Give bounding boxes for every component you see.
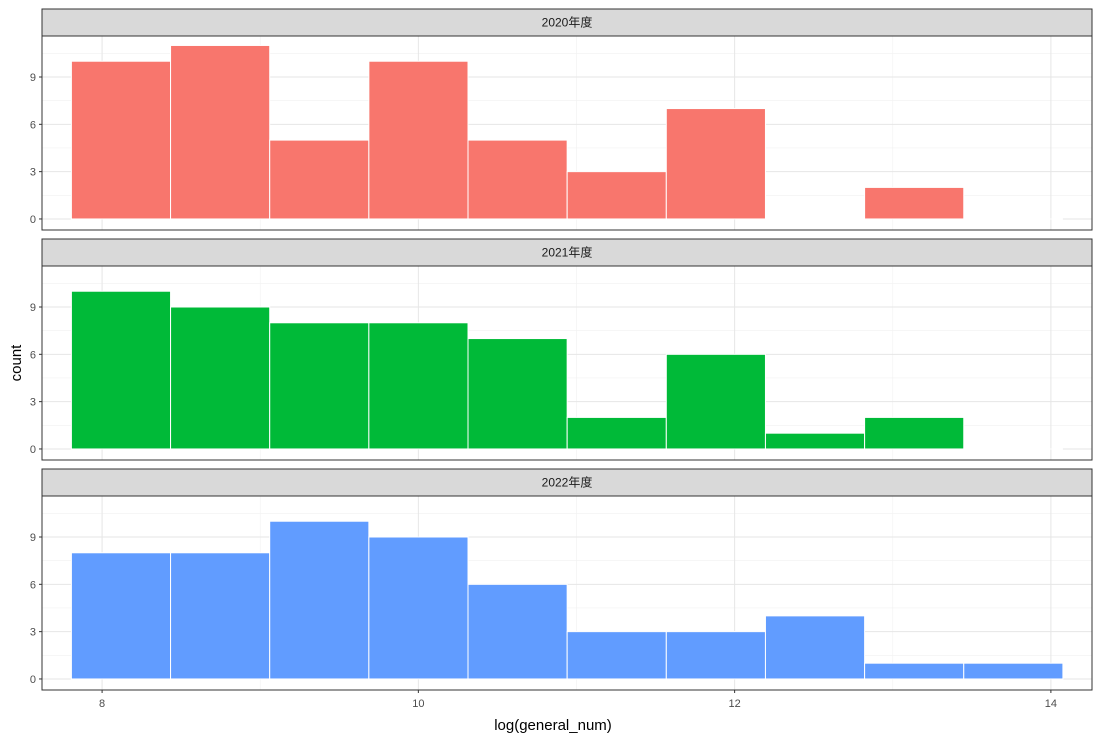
histogram-bar	[864, 416, 965, 450]
facet-strip	[41, 238, 1093, 267]
histogram-bar	[70, 290, 172, 450]
y-tick-label: 3	[30, 397, 36, 409]
histogram-bar	[566, 631, 667, 680]
histogram-bar	[170, 552, 271, 680]
panel-border	[41, 265, 1093, 461]
facet-strip-label: 2020年度	[542, 15, 593, 30]
histogram-bar	[170, 44, 271, 220]
histogram-bar	[70, 60, 172, 220]
y-tick-label: 9	[30, 302, 36, 314]
x-axis-title: log(general_num)	[494, 717, 612, 734]
facet-panel: 2022年度 0 3 6 9	[30, 468, 1093, 691]
histogram-bar	[665, 108, 766, 220]
histogram-bar	[864, 662, 965, 680]
y-tick-label: 0	[30, 674, 36, 686]
histogram-bar	[963, 662, 1064, 680]
panel-border	[41, 495, 1093, 691]
histogram-bar	[269, 520, 370, 680]
histogram-bar	[467, 139, 568, 220]
y-axis-title: count	[8, 344, 25, 382]
histogram-bar	[764, 432, 866, 450]
histogram-bar	[764, 615, 866, 680]
facet-strip	[41, 8, 1093, 37]
y-tick-label: 6	[30, 119, 36, 131]
histogram-bar	[566, 416, 667, 450]
x-tick-label: 10	[412, 698, 424, 710]
y-tick-label: 9	[30, 532, 36, 544]
histogram-bar	[864, 186, 965, 220]
y-tick-label: 3	[30, 627, 36, 639]
facet-strip-label: 2022年度	[542, 475, 593, 490]
histogram-bar	[368, 536, 469, 680]
panels-layer: 2020年度 0 3 6 9 2021年度 0 3 6 9 2022年度 0 3 6 9	[30, 8, 1093, 691]
histogram-bar	[368, 60, 469, 220]
y-tick-label: 6	[30, 349, 36, 361]
x-axis: 8 10 12 14	[99, 690, 1057, 710]
histogram-bar	[467, 338, 568, 450]
y-tick-label: 0	[30, 214, 36, 226]
histogram-bar	[269, 139, 370, 220]
histogram-bar	[665, 631, 766, 680]
histogram-bar	[566, 171, 667, 220]
x-tick-label: 8	[99, 698, 105, 710]
facet-panel: 2020年度 0 3 6 9	[30, 8, 1093, 231]
facet-panel: 2021年度 0 3 6 9	[30, 238, 1093, 461]
y-tick-label: 9	[30, 72, 36, 84]
x-tick-label: 12	[728, 698, 740, 710]
x-tick-label: 14	[1045, 698, 1057, 710]
histogram-bar	[467, 583, 568, 680]
facet-strip-label: 2021年度	[542, 245, 593, 260]
histogram-bar	[368, 322, 469, 450]
y-tick-label: 0	[30, 444, 36, 456]
histogram-bar	[665, 353, 766, 450]
histogram-bar	[170, 306, 271, 450]
y-tick-label: 6	[30, 579, 36, 591]
y-tick-label: 3	[30, 167, 36, 179]
facet-strip	[41, 468, 1093, 497]
histogram-bar	[269, 322, 370, 450]
panel-border	[41, 35, 1093, 231]
histogram-bar	[70, 552, 172, 680]
